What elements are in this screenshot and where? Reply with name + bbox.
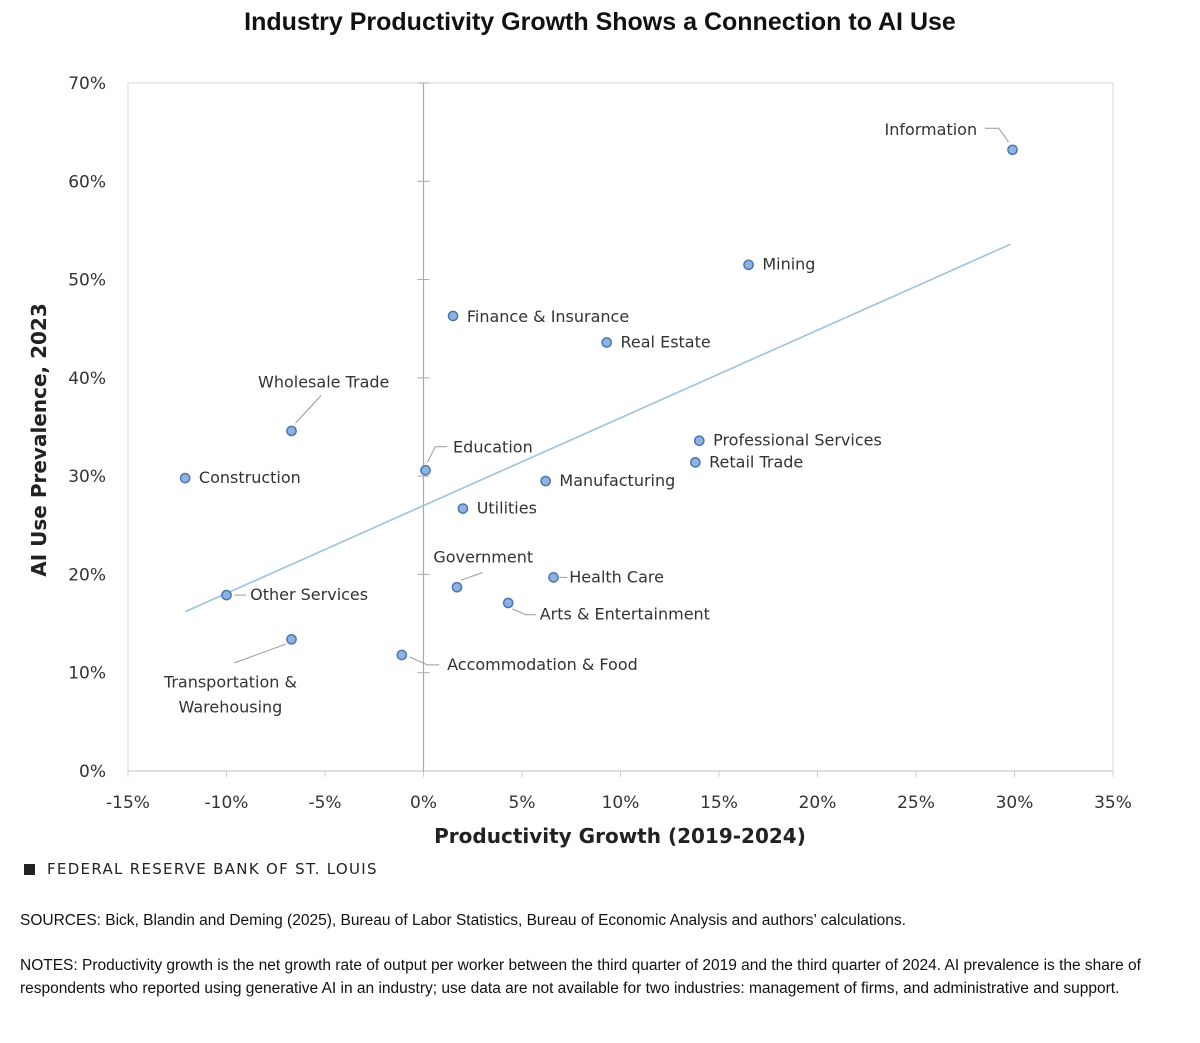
point-government bbox=[451, 581, 463, 593]
brand-name: FEDERAL RESERVE BANK OF ST. LOUIS bbox=[47, 860, 378, 878]
label-line: Utilities bbox=[477, 498, 537, 517]
point-professional-services bbox=[693, 435, 705, 447]
point-manufacturing bbox=[540, 475, 551, 487]
label-line: Professional Services bbox=[713, 431, 882, 450]
label-line: Education bbox=[453, 438, 533, 457]
data-points bbox=[179, 144, 1018, 661]
x-tick-label: 0% bbox=[410, 793, 437, 813]
brand-footer: FEDERAL RESERVE BANK OF ST. LOUIS bbox=[24, 860, 378, 878]
point-transportation-and-warehousing bbox=[286, 633, 297, 645]
y-tick-label: 50% bbox=[68, 271, 106, 291]
leader-line bbox=[409, 656, 440, 666]
point-real-estate bbox=[601, 337, 613, 348]
label-government: Government bbox=[433, 548, 533, 567]
notes-note: NOTES: Productivity growth is the net gr… bbox=[20, 957, 1141, 997]
x-tick-label: 10% bbox=[602, 793, 640, 813]
point-health-care bbox=[548, 572, 559, 583]
leader-lines bbox=[234, 127, 1010, 666]
label-line: Information bbox=[884, 120, 977, 139]
x-tick-label: 30% bbox=[996, 793, 1034, 813]
y-tick-label: 70% bbox=[68, 74, 106, 94]
point-information bbox=[1007, 144, 1018, 156]
y-tick-label: 30% bbox=[68, 467, 106, 487]
label-accommodation-and-food: Accommodation & Food bbox=[447, 655, 638, 674]
label-manufacturing: Manufacturing bbox=[559, 471, 675, 490]
label-line: Other Services bbox=[250, 585, 368, 604]
label-line: Transportation & bbox=[163, 672, 297, 691]
x-tick-label: 5% bbox=[509, 793, 536, 813]
leader-line bbox=[460, 572, 483, 581]
point-finance-and-insurance bbox=[447, 310, 459, 322]
axis-layer: -15% -10% -5% 0% 5% 10% 15% 20% 25% 30% 35% 0% 10% 20… bbox=[68, 74, 1132, 813]
label-education: Education bbox=[453, 438, 533, 457]
x-tick-label: 20% bbox=[799, 793, 837, 813]
label-arts-and-entertainment: Arts & Entertainment bbox=[540, 605, 710, 624]
leader-line bbox=[234, 643, 286, 664]
point-construction bbox=[179, 472, 191, 484]
trendline-layer bbox=[184, 243, 1011, 613]
y-tick-label: 20% bbox=[68, 565, 106, 585]
label-line: Construction bbox=[199, 468, 301, 487]
label-professional-services: Professional Services bbox=[713, 431, 882, 450]
label-line: Government bbox=[433, 548, 533, 567]
point-education bbox=[420, 464, 431, 476]
point-wholesale-trade bbox=[286, 425, 297, 437]
scatter-chart: -15% -10% -5% 0% 5% 10% 15% 20% 25% 30% 35% 0% 10% 20… bbox=[27, 74, 1132, 848]
label-line: Accommodation & Food bbox=[447, 655, 638, 674]
point-arts-and-entertainment bbox=[502, 597, 514, 609]
point-retail-trade bbox=[690, 457, 701, 468]
label-line: Real Estate bbox=[621, 332, 711, 351]
label-utilities: Utilities bbox=[477, 498, 537, 517]
y-tick-label: 10% bbox=[68, 664, 106, 684]
point-other-services bbox=[221, 589, 232, 601]
y-axis-title: AI Use Prevalence, 2023 bbox=[27, 303, 51, 576]
x-tick-label: -5% bbox=[308, 793, 341, 813]
point-labels: Information Mining Finance & Insurance Real… bbox=[163, 120, 977, 716]
label-real-estate: Real Estate bbox=[621, 332, 711, 351]
label-transportation-and-warehousing: Transportation & Warehousing bbox=[163, 672, 297, 716]
point-mining bbox=[743, 259, 754, 271]
x-tick-label: 35% bbox=[1094, 793, 1132, 813]
label-line: Mining bbox=[762, 255, 815, 274]
point-utilities bbox=[457, 503, 469, 514]
label-retail-trade: Retail Trade bbox=[709, 452, 803, 471]
label-line: Warehousing bbox=[179, 697, 283, 716]
leader-line bbox=[985, 127, 1010, 143]
label-line: Arts & Entertainment bbox=[540, 605, 710, 624]
label-line: Retail Trade bbox=[709, 452, 803, 471]
chart-title: Industry Productivity Growth Shows a Con… bbox=[244, 8, 956, 36]
label-other-services: Other Services bbox=[250, 585, 368, 604]
y-tick-label: 40% bbox=[68, 369, 106, 389]
leader-line bbox=[426, 446, 448, 463]
label-line: Finance & Insurance bbox=[467, 307, 629, 326]
label-line: Manufacturing bbox=[559, 471, 675, 490]
leader-line bbox=[512, 608, 536, 616]
sources-note: SOURCES: Bick, Blandin and Deming (2025)… bbox=[20, 912, 906, 929]
x-tick-label: -10% bbox=[205, 793, 249, 813]
point-accommodation-and-food bbox=[396, 649, 408, 661]
y-tick-label: 60% bbox=[68, 172, 106, 192]
leader-line bbox=[295, 395, 322, 424]
x-tick-label: -15% bbox=[106, 793, 150, 813]
label-line: Health Care bbox=[569, 567, 664, 586]
label-finance-and-insurance: Finance & Insurance bbox=[467, 307, 629, 326]
label-mining: Mining bbox=[762, 255, 815, 274]
label-construction: Construction bbox=[199, 468, 301, 487]
x-tick-label: 25% bbox=[897, 793, 935, 813]
trendline bbox=[184, 243, 1011, 613]
label-information: Information bbox=[884, 120, 977, 139]
label-wholesale-trade: Wholesale Trade bbox=[258, 373, 389, 392]
x-tick-label: 15% bbox=[700, 793, 738, 813]
brand-square-icon bbox=[24, 863, 35, 875]
y-tick-label: 0% bbox=[79, 762, 106, 782]
label-health-care: Health Care bbox=[569, 567, 664, 586]
label-line: Wholesale Trade bbox=[258, 373, 389, 392]
x-axis-title: Productivity Growth (2019-2024) bbox=[434, 824, 806, 848]
